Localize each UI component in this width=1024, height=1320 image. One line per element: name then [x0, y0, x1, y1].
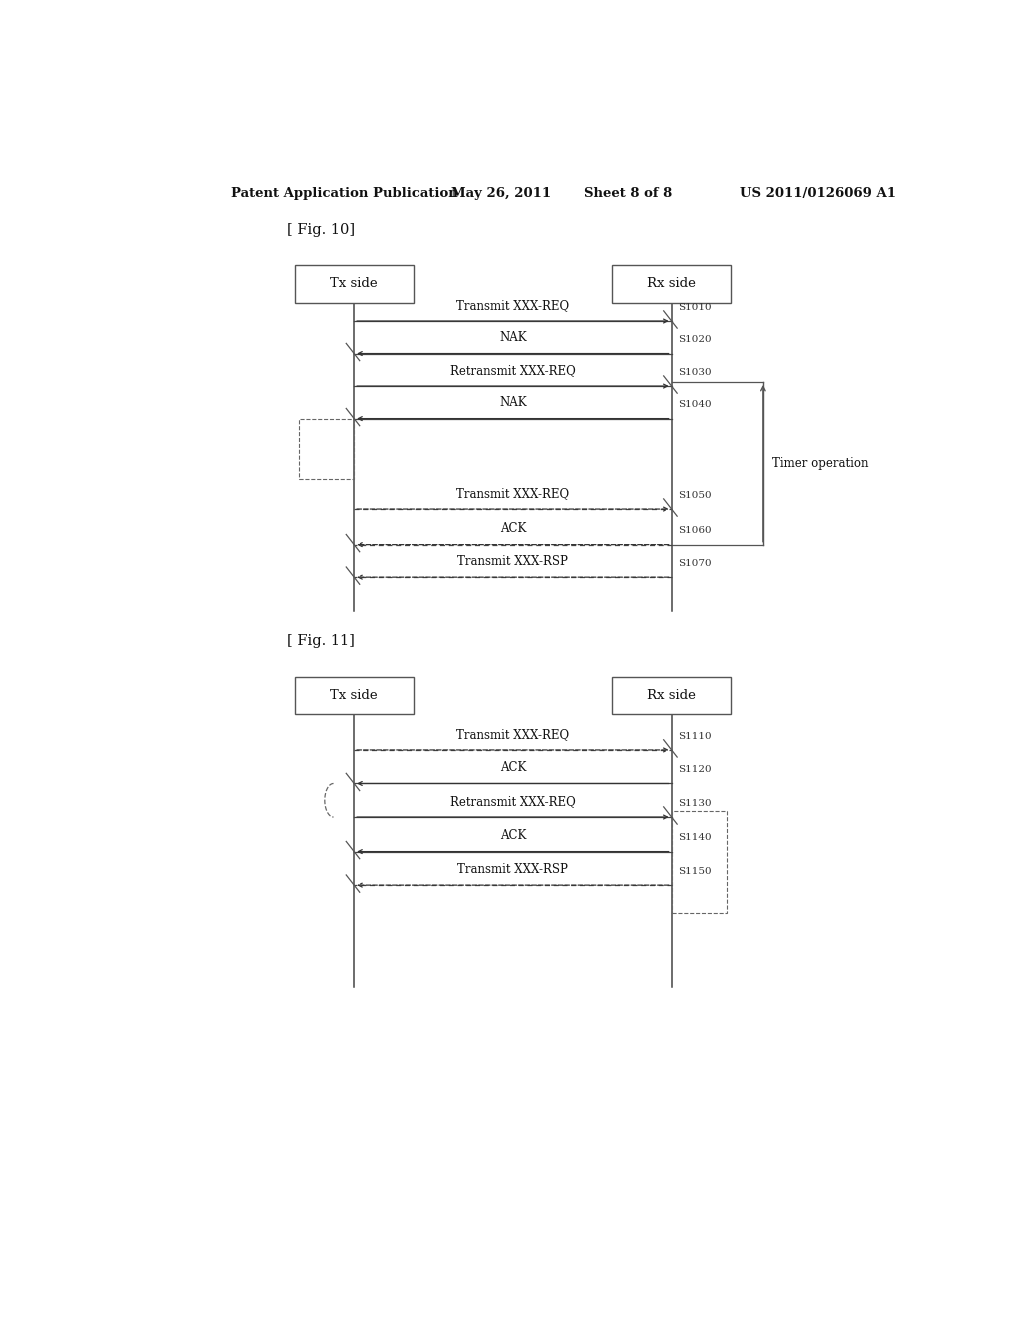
- Bar: [612, 677, 731, 714]
- Text: ACK: ACK: [500, 829, 526, 842]
- Text: S1110: S1110: [678, 731, 712, 741]
- Text: US 2011/0126069 A1: US 2011/0126069 A1: [740, 187, 896, 201]
- Text: S1060: S1060: [678, 527, 712, 536]
- Text: S1120: S1120: [678, 766, 712, 775]
- Bar: [299, 418, 354, 479]
- Text: Transmit XXX-REQ: Transmit XXX-REQ: [457, 727, 569, 741]
- Text: ACK: ACK: [500, 523, 526, 536]
- Bar: [612, 265, 731, 302]
- Text: ACK: ACK: [500, 762, 526, 775]
- Text: S1030: S1030: [678, 368, 712, 378]
- Bar: [295, 677, 414, 714]
- Text: Rx side: Rx side: [647, 277, 696, 290]
- Text: Transmit XXX-RSP: Transmit XXX-RSP: [458, 863, 568, 876]
- Text: S1050: S1050: [678, 491, 712, 500]
- Text: S1150: S1150: [678, 867, 712, 876]
- Text: S1140: S1140: [678, 833, 712, 842]
- Text: Patent Application Publication: Patent Application Publication: [231, 187, 458, 201]
- Text: S1020: S1020: [678, 335, 712, 345]
- Text: Transmit XXX-RSP: Transmit XXX-RSP: [458, 554, 568, 568]
- Text: Retransmit XXX-REQ: Retransmit XXX-REQ: [450, 795, 575, 808]
- Bar: [295, 265, 414, 302]
- Text: Tx side: Tx side: [331, 689, 378, 702]
- Text: [ Fig. 11]: [ Fig. 11]: [287, 635, 354, 648]
- Text: Transmit XXX-REQ: Transmit XXX-REQ: [457, 487, 569, 500]
- Text: Retransmit XXX-REQ: Retransmit XXX-REQ: [450, 364, 575, 378]
- Text: S1010: S1010: [678, 302, 712, 312]
- Text: NAK: NAK: [499, 396, 526, 409]
- Text: Tx side: Tx side: [331, 277, 378, 290]
- Text: Timer operation: Timer operation: [772, 457, 869, 470]
- Text: Rx side: Rx side: [647, 689, 696, 702]
- Text: S1040: S1040: [678, 400, 712, 409]
- Text: Sheet 8 of 8: Sheet 8 of 8: [584, 187, 672, 201]
- Bar: [672, 810, 727, 912]
- Text: May 26, 2011: May 26, 2011: [451, 187, 551, 201]
- Text: S1070: S1070: [678, 558, 712, 568]
- Text: S1130: S1130: [678, 799, 712, 808]
- Text: NAK: NAK: [499, 331, 526, 345]
- Text: Transmit XXX-REQ: Transmit XXX-REQ: [457, 298, 569, 312]
- Text: [ Fig. 10]: [ Fig. 10]: [287, 223, 355, 236]
